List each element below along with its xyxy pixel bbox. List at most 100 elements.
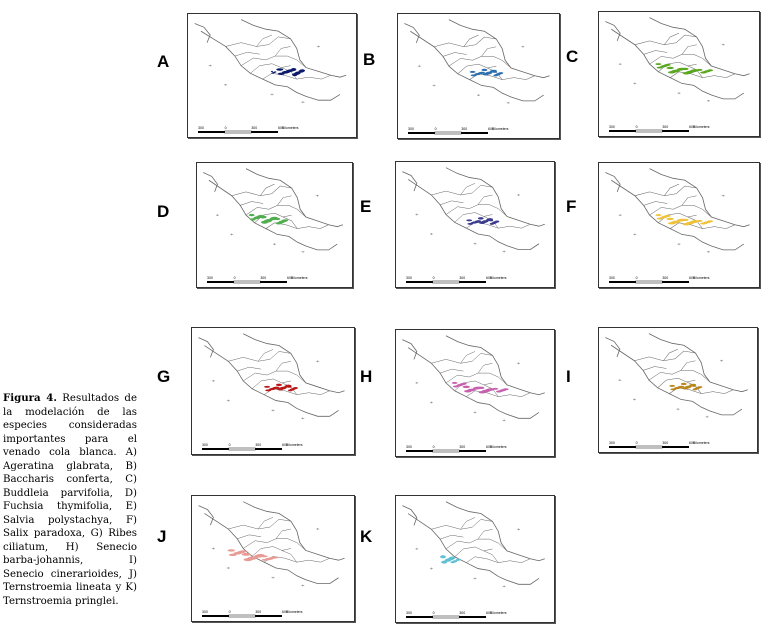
scale-unit-label: Kilometers (286, 610, 303, 614)
distribution-patch (666, 66, 674, 70)
scale-tick-label: 300 (255, 443, 261, 447)
pacific-coastline (408, 514, 539, 585)
state-border (266, 223, 297, 229)
scale-unit-label: Kilometers (490, 445, 507, 449)
pacific-coastline (204, 513, 338, 583)
state-border (484, 551, 499, 563)
state-border (481, 47, 496, 57)
state-border (693, 370, 710, 382)
distribution-patch (254, 216, 261, 219)
distribution-map-e: 300 0 300 600 Kilometers (395, 161, 555, 288)
distribution-patch (661, 216, 668, 218)
scale-tick-label: 300 (662, 276, 668, 280)
distribution-patch (462, 385, 470, 389)
grid-cross (502, 585, 506, 588)
state-border (650, 54, 694, 64)
state-border (289, 205, 306, 217)
scale-tick-label: 0 (225, 126, 227, 130)
scale-tick-label: 300 (202, 443, 208, 447)
distribution-patch (229, 553, 237, 557)
distribution-patch (271, 72, 274, 74)
grid-cross (502, 419, 506, 422)
scale-tick-label: 300 (251, 126, 257, 130)
grid-cross (676, 408, 680, 411)
state-border (446, 539, 490, 549)
distribution-patch (475, 72, 482, 75)
panel-label-b: B (363, 50, 376, 69)
baja-outline (402, 506, 417, 526)
distribution-patch (478, 391, 486, 394)
scale-tick-label: 600 (278, 126, 284, 130)
scale-tick-label: 300 (260, 276, 266, 280)
distribution-patch (701, 71, 708, 74)
grid-cross (315, 194, 319, 197)
distribution-patch (680, 382, 687, 386)
distribution-patch (655, 63, 662, 66)
scale-tick-label: 300 (406, 445, 412, 449)
scale-unit-label: Kilometers (286, 443, 303, 447)
distribution-patch (701, 222, 708, 225)
distribution-patch (477, 386, 485, 390)
grid-cross (721, 43, 725, 46)
state-border (241, 56, 287, 66)
caption-text: Resultados de la modelación de las espec… (3, 393, 137, 607)
panel-label-h: H (360, 367, 373, 386)
scale-unit-label: Kilometers (291, 276, 308, 280)
grid-cross (677, 243, 681, 246)
state-border (446, 205, 490, 215)
map-geometry (402, 336, 544, 422)
pacific-coastline (410, 31, 543, 101)
gulf-coastline (446, 336, 545, 395)
baja-outline (198, 338, 213, 358)
state-border (449, 56, 493, 66)
state-border (650, 205, 694, 215)
distribution-patch (283, 70, 291, 74)
distribution-patch (482, 73, 489, 76)
state-border (460, 351, 475, 363)
distribution-patch (656, 217, 663, 220)
state-border (644, 202, 668, 206)
scale-tick-label: 300 (255, 610, 261, 614)
scale-tick-label: 600 (689, 441, 695, 445)
state-border (283, 217, 297, 229)
distribution-patch (259, 215, 267, 219)
distribution-patch (243, 558, 253, 562)
state-border (472, 353, 492, 361)
map-geometry (605, 169, 749, 253)
state-border (635, 192, 676, 196)
grid-cross (271, 409, 275, 412)
scale-tick-label: 600 (282, 610, 288, 614)
grid-cross (270, 93, 274, 96)
distribution-patch (292, 73, 298, 77)
state-border (478, 529, 493, 539)
scale-bar-segment (224, 130, 252, 134)
distribution-patch (234, 551, 243, 555)
map-geometry (605, 18, 749, 102)
mexico-map (599, 163, 759, 253)
distribution-patch (493, 74, 498, 77)
grid-cross (271, 576, 275, 579)
map-geometry (198, 334, 344, 420)
state-border (455, 547, 493, 557)
state-border (635, 41, 676, 45)
distribution-patch (440, 555, 446, 559)
scale-tick-label: 300 (406, 611, 412, 615)
state-border (287, 56, 306, 68)
grid-cross (211, 547, 215, 550)
scale-tick-label: 600 (486, 276, 492, 280)
state-border (701, 390, 733, 394)
distribution-patch (479, 221, 485, 225)
scale-tick-label: 600 (689, 276, 695, 280)
distribution-patch (264, 385, 271, 388)
state-border (493, 56, 511, 68)
grid-cross (316, 45, 320, 48)
state-border (434, 43, 475, 47)
scale-tick-label: 300 (662, 441, 668, 445)
distribution-patch (441, 560, 448, 564)
panel-label-k: K (360, 527, 373, 546)
scale-unit-label: Kilometers (492, 127, 509, 131)
state-border (498, 393, 530, 397)
